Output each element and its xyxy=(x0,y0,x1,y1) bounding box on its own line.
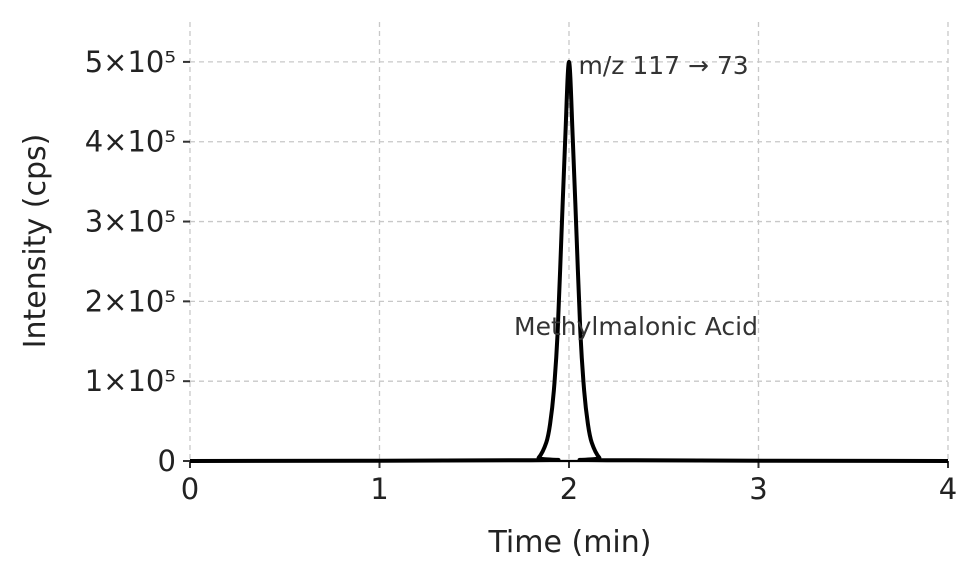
y-tick-label: 3×10⁵ xyxy=(85,205,176,239)
compound-annotation: Methylmalonic Acid xyxy=(514,312,758,341)
chromatogram-peak-line xyxy=(189,59,949,463)
y-axis-title: Intensity (cps) xyxy=(18,134,53,349)
y-tick-label: 4×10⁵ xyxy=(85,125,176,159)
annotations: m/z 117 → 73 Methylmalonic Acid xyxy=(514,51,758,341)
y-tick-label: 0 xyxy=(158,444,176,478)
x-tick-label: 0 xyxy=(181,472,199,506)
x-tick-label: 4 xyxy=(939,472,957,506)
series xyxy=(189,59,949,463)
tick-labels: 0 1 2 3 4 0 1×10⁵ 2×10⁵ 3×10⁵ 4×10⁵ 5×10⁵ xyxy=(85,45,958,506)
transition-annotation: m/z 117 → 73 xyxy=(578,51,748,80)
x-axis-title: Time (min) xyxy=(488,525,652,560)
x-tick-label: 2 xyxy=(560,472,578,506)
y-tick-label: 5×10⁵ xyxy=(85,45,176,79)
y-tick-label: 1×10⁵ xyxy=(85,364,176,398)
grid xyxy=(189,22,949,461)
x-tick-label: 3 xyxy=(749,472,767,506)
y-tick-label: 2×10⁵ xyxy=(85,284,176,318)
x-tick-label: 1 xyxy=(370,472,388,506)
